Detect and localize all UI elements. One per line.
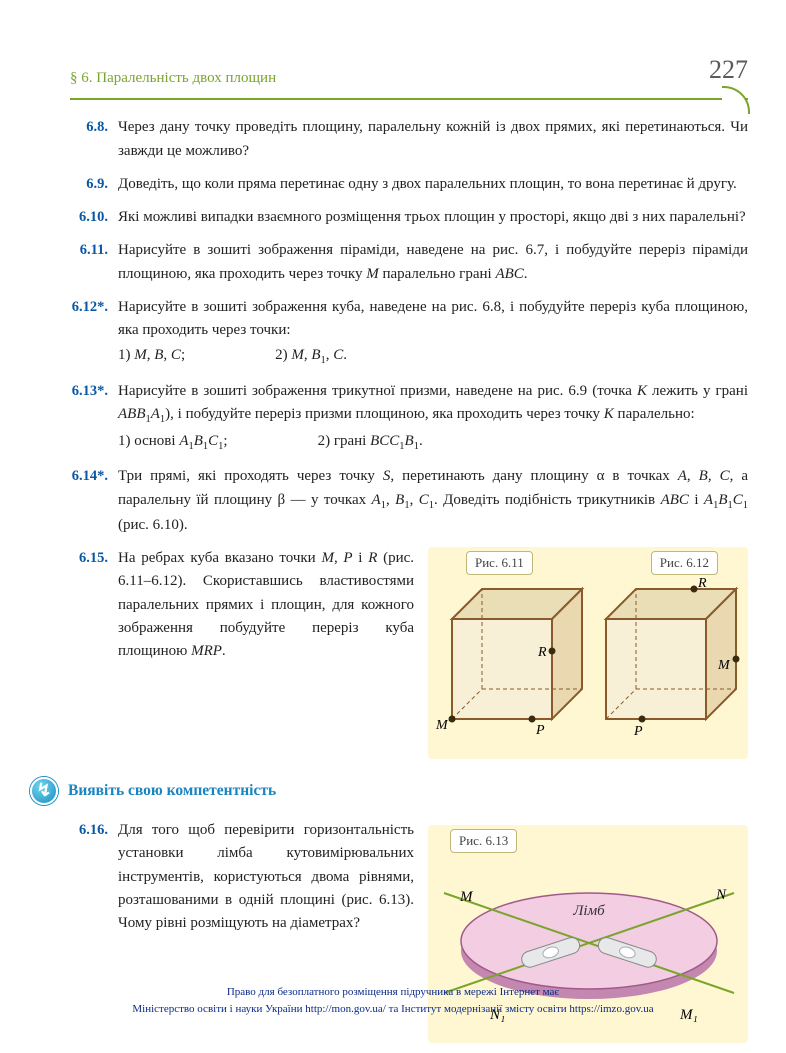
svg-text:R: R <box>697 576 707 591</box>
section-title: § 6. Паралельність двох площин <box>70 67 276 90</box>
exercise-text: Які можливі випадки взаємного розміщення… <box>118 206 748 229</box>
exercise-6-11: 6.11. Нарисуйте в зошиті зображення піра… <box>70 239 748 286</box>
svg-text:M: M <box>435 718 449 733</box>
exercise-6-10: 6.10. Які можливі випадки взаємного розм… <box>70 206 748 229</box>
svg-text:P: P <box>633 724 643 739</box>
subpart-1: 1) M, B, C; <box>118 344 185 369</box>
footer-line-2: Міністерство освіти і науки України http… <box>0 1001 786 1018</box>
exercise-text: Три прямі, які проходять через точку S, … <box>118 465 748 537</box>
subpart-1: 1) основі A1B1C1; <box>118 430 228 455</box>
exercise-text: Доведіть, що коли пряма перетинає одну з… <box>118 173 748 196</box>
exercise-text: Для того щоб перевірити горизонтальність… <box>118 819 414 935</box>
exercise-text: На ребрах куба вказано точки M, P і R (р… <box>118 547 414 663</box>
figure-6-11-12: Рис. 6.11 Рис. 6.12 R P M <box>428 547 748 759</box>
footer-line-1: Право для безоплатного розміщення підруч… <box>0 984 786 1001</box>
exercise-6-9: 6.9. Доведіть, що коли пряма перетинає о… <box>70 173 748 196</box>
competence-heading: ↯ Виявіть свою компетентність <box>30 777 748 805</box>
exercise-number: 6.15. <box>70 547 118 663</box>
svg-text:M: M <box>459 889 474 905</box>
exercise-text: Нарисуйте в зошиті зображення куба, наве… <box>118 296 748 370</box>
limb-label: Лімб <box>572 903 605 919</box>
subpart-2: 2) M, B1, C. <box>275 344 347 369</box>
exercise-number: 6.14*. <box>70 465 118 537</box>
exercise-text: Нарисуйте в зошиті зображення піраміди, … <box>118 239 748 286</box>
svg-text:M: M <box>717 658 731 673</box>
svg-text:R: R <box>537 645 547 660</box>
competence-icon: ↯ <box>30 777 58 805</box>
exercise-6-12: 6.12*. Нарисуйте в зошиті зображення куб… <box>70 296 748 370</box>
exercise-number: 6.12*. <box>70 296 118 370</box>
cubes-svg: R P M R M <box>434 555 744 755</box>
exercise-number: 6.10. <box>70 206 118 229</box>
figure-label-611: Рис. 6.11 <box>466 551 533 575</box>
svg-text:N: N <box>715 887 727 903</box>
exercise-number: 6.11. <box>70 239 118 286</box>
competence-title: Виявіть свою компетентність <box>68 779 276 803</box>
exercise-number: 6.9. <box>70 173 118 196</box>
exercise-6-8: 6.8. Через дану точку проведіть площину,… <box>70 116 748 163</box>
page-number: 227 <box>709 50 748 90</box>
subpart-2: 2) грані BCC1B1. <box>318 430 423 455</box>
exercise-number: 6.16. <box>70 819 118 935</box>
header-rule <box>70 98 748 100</box>
page-header: § 6. Паралельність двох площин 227 <box>70 50 748 90</box>
page-footer: Право для безоплатного розміщення підруч… <box>0 984 786 1018</box>
exercise-number: 6.13*. <box>70 380 118 456</box>
exercise-6-14: 6.14*. Три прямі, які проходять через то… <box>70 465 748 537</box>
exercise-text: Нарисуйте в зошиті зображення трикутної … <box>118 380 748 456</box>
exercise-text: Через дану точку проведіть площину, пара… <box>118 116 748 163</box>
exercise-number: 6.8. <box>70 116 118 163</box>
figure-label-612: Рис. 6.12 <box>651 551 718 575</box>
exercise-6-15-row: 6.15. На ребрах куба вказано точки M, P … <box>70 547 748 759</box>
svg-text:P: P <box>535 723 545 738</box>
figure-label-613: Рис. 6.13 <box>450 829 517 853</box>
exercise-6-13: 6.13*. Нарисуйте в зошиті зображення три… <box>70 380 748 456</box>
